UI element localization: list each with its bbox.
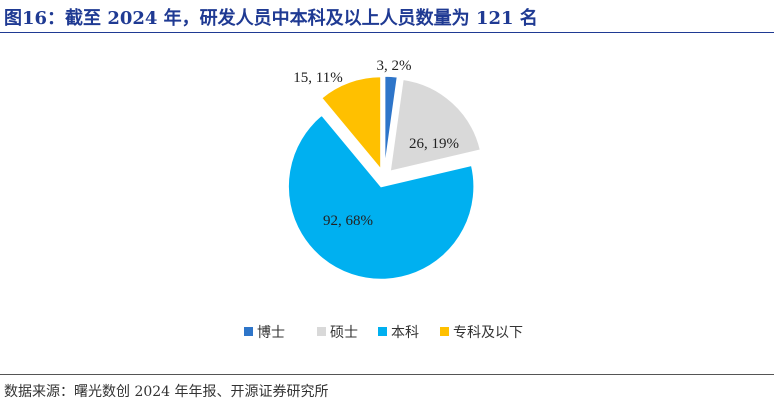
pie-slices xyxy=(287,75,482,281)
slice-label-3: 15, 11% xyxy=(293,70,342,86)
slice-label-2: 92, 68% xyxy=(323,213,373,229)
pie-slice-2 xyxy=(287,113,475,281)
legend-swatch-1 xyxy=(317,327,326,336)
pie-slice-3 xyxy=(320,75,382,172)
figure-title: 图16：截至 2024 年，研发人员中本科及以上人员数量为 121 名 xyxy=(4,8,538,29)
legend-swatch-2 xyxy=(378,327,387,336)
slice-label-1: 26, 19% xyxy=(409,136,459,152)
legend-label-1: 硕士 xyxy=(330,325,358,341)
pie-slice-1 xyxy=(389,78,482,173)
source-note: 数据来源：曙光数创 2024 年年报、开源证券研究所 xyxy=(4,384,329,400)
legend-label-0: 博士 xyxy=(257,324,285,341)
legend-swatch-0 xyxy=(244,327,253,336)
pie-chart: 3, 2% 26, 19% 92, 68% 15, 11% 博士 硕士 本科 专科及以下 xyxy=(244,58,523,341)
slice-label-0: 3, 2% xyxy=(377,58,412,74)
slice-labels: 3, 2% 26, 19% 92, 68% 15, 11% xyxy=(293,58,459,229)
source-rule xyxy=(0,374,774,375)
legend-label-2: 本科 xyxy=(391,325,419,341)
pie-slice-0 xyxy=(383,75,399,170)
legend: 博士 硕士 本科 专科及以下 xyxy=(244,324,523,341)
title-rule xyxy=(0,32,774,33)
legend-swatch-3 xyxy=(440,327,449,336)
legend-label-3: 专科及以下 xyxy=(453,325,523,341)
